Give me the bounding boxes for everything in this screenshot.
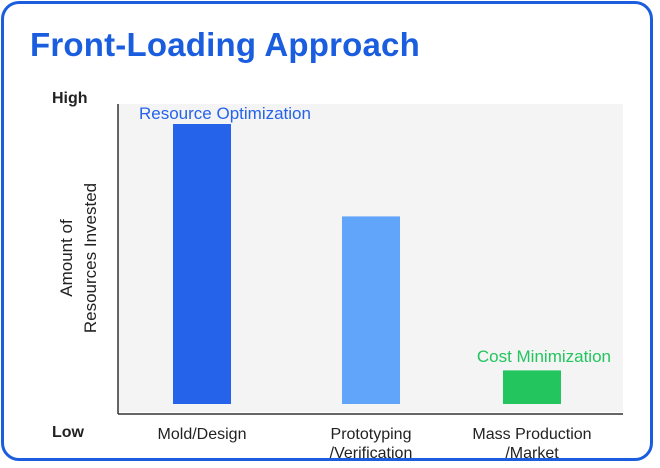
- x-tick-label: Mass Production: [472, 426, 591, 443]
- y-axis-label-line: Amount of: [57, 219, 76, 297]
- y-low-label: Low: [52, 424, 85, 441]
- x-tick-label: /Market: [505, 445, 559, 462]
- chart-title: Front-Loading Approach: [30, 26, 420, 63]
- y-axis-label-line: Resources Invested: [81, 183, 100, 333]
- bar: [173, 124, 231, 404]
- x-tick-label: /Verification: [330, 445, 413, 462]
- annotation-label: Resource Optimization: [139, 104, 311, 123]
- bar: [342, 216, 400, 404]
- x-tick-label: Prototyping: [331, 426, 412, 443]
- x-tick-label: Mold/Design: [158, 426, 247, 443]
- y-axis-label: Amount of Resources Invested: [57, 183, 100, 333]
- annotation-label: Cost Minimization: [477, 347, 611, 366]
- y-high-label: High: [52, 90, 88, 107]
- bar: [503, 370, 561, 404]
